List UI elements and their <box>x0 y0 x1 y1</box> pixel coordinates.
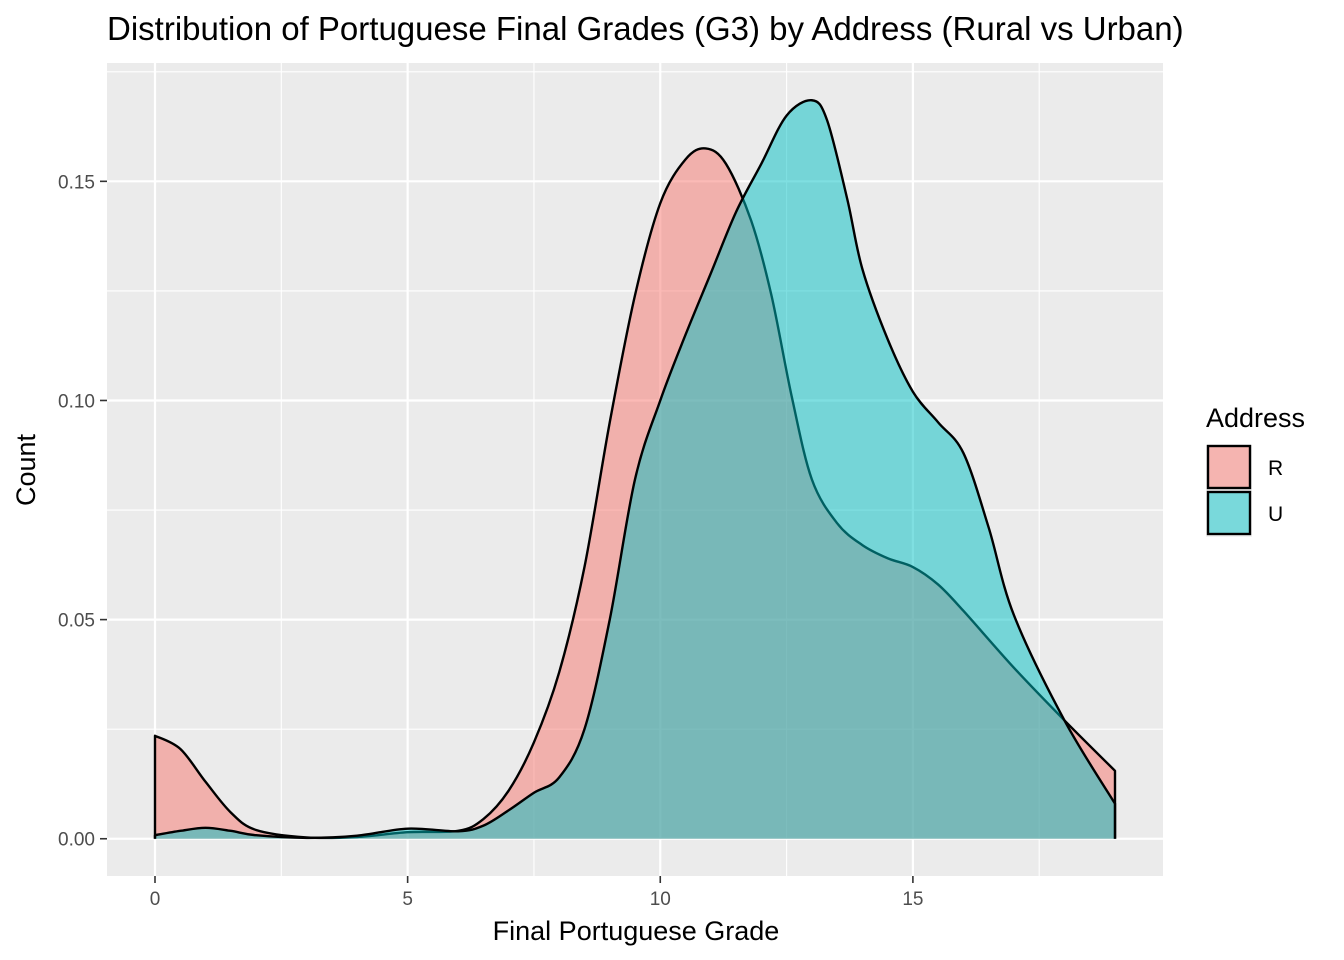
y-axis-title: Count <box>11 433 41 506</box>
x-axis-title: Final Portuguese Grade <box>493 916 780 946</box>
legend: Address RU <box>1206 403 1305 537</box>
x-tick-label: 5 <box>402 889 413 910</box>
legend-key-r <box>1206 444 1252 490</box>
legend-key-u <box>1206 490 1252 536</box>
density-area-u <box>155 100 1115 839</box>
legend-title: Address <box>1206 403 1305 433</box>
legend-label: U <box>1268 503 1283 526</box>
x-tick-label: 15 <box>902 889 923 910</box>
density-line-u <box>153 99 1117 840</box>
chart-title: Distribution of Portuguese Final Grades … <box>107 10 1184 47</box>
y-tick-label: 0.10 <box>58 391 95 412</box>
y-tick-label: 0.05 <box>58 611 95 632</box>
y-tick-label: 0.00 <box>58 830 95 851</box>
x-axis: 0 5 10 15 <box>150 876 923 910</box>
x-tick-label: 10 <box>650 889 671 910</box>
x-tick-label: 0 <box>150 889 161 910</box>
density-series <box>153 99 1117 840</box>
y-axis: 0.00 0.05 0.10 0.15 <box>58 172 107 851</box>
y-tick-label: 0.15 <box>58 172 95 193</box>
legend-label: R <box>1268 457 1283 480</box>
